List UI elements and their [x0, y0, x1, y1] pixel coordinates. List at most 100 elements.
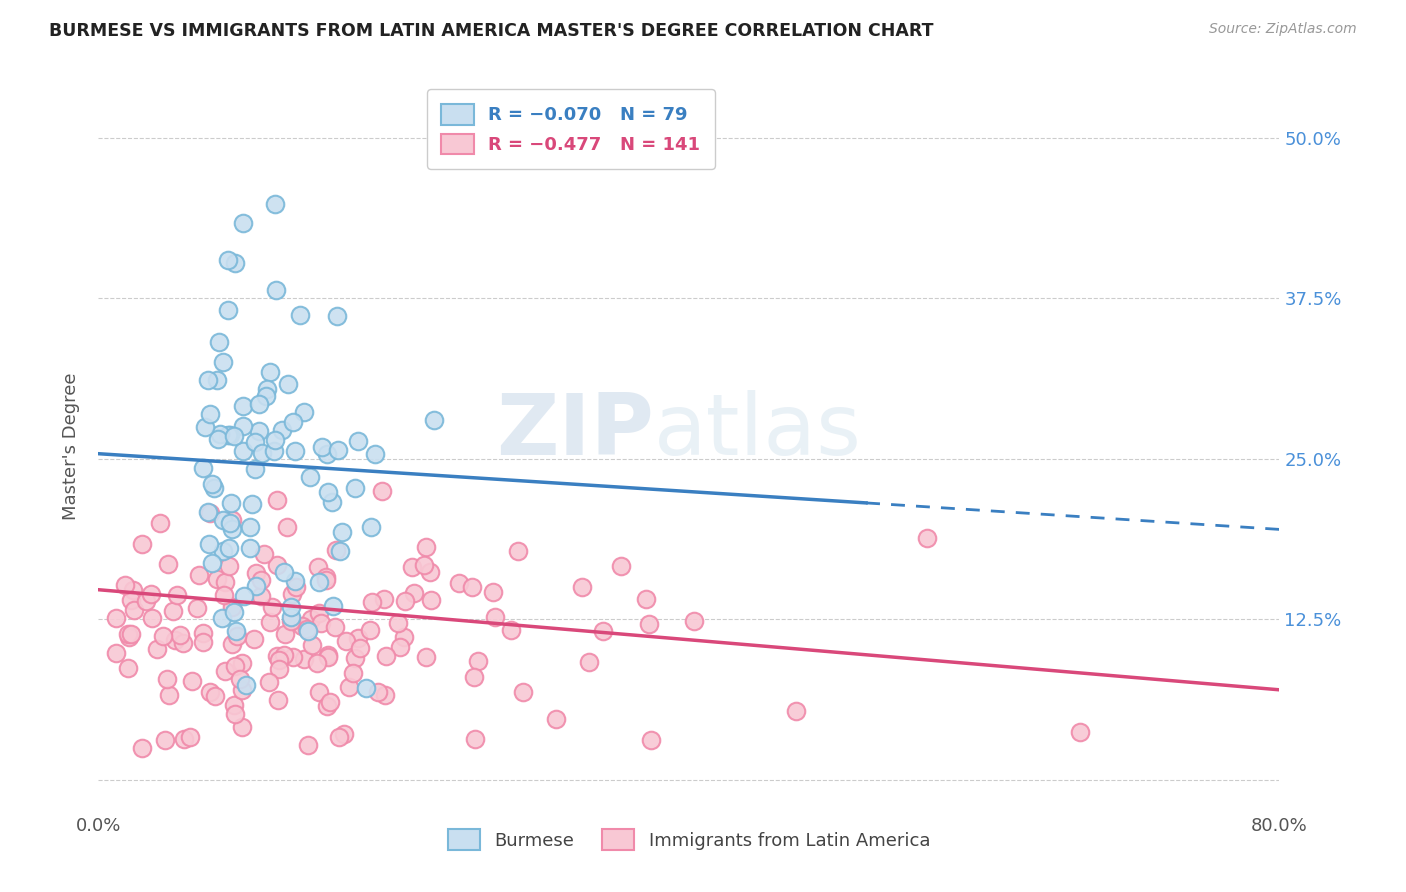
Point	[231, 682, 253, 697]
Point	[247, 396, 270, 410]
Point	[240, 497, 263, 511]
Point	[292, 652, 315, 666]
Point	[214, 665, 236, 679]
Point	[285, 581, 308, 595]
Point	[683, 614, 706, 628]
Point	[254, 389, 277, 403]
Point	[309, 616, 332, 631]
Point	[1069, 725, 1091, 739]
Point	[145, 642, 167, 657]
Point	[121, 582, 143, 597]
Point	[250, 445, 273, 459]
Point	[291, 618, 314, 632]
Point	[243, 434, 266, 449]
Point	[194, 420, 217, 434]
Point	[120, 627, 142, 641]
Point	[415, 540, 437, 554]
Point	[131, 740, 153, 755]
Point	[235, 678, 257, 692]
Point	[198, 536, 221, 550]
Point	[359, 623, 381, 637]
Point	[281, 649, 304, 664]
Point	[308, 575, 330, 590]
Point	[212, 354, 235, 368]
Point	[325, 543, 347, 558]
Point	[343, 481, 366, 495]
Point	[264, 283, 287, 297]
Point	[169, 628, 191, 642]
Point	[207, 432, 229, 446]
Point	[467, 654, 489, 668]
Point	[360, 520, 382, 534]
Point	[332, 727, 354, 741]
Point	[205, 572, 228, 586]
Point	[785, 704, 807, 718]
Point	[141, 611, 163, 625]
Point	[269, 662, 291, 676]
Point	[232, 418, 254, 433]
Point	[292, 405, 315, 419]
Text: ZIP: ZIP	[496, 390, 654, 473]
Text: Source: ZipAtlas.com: Source: ZipAtlas.com	[1209, 22, 1357, 37]
Point	[315, 447, 337, 461]
Point	[266, 558, 288, 573]
Point	[329, 544, 352, 558]
Point	[222, 605, 245, 619]
Point	[205, 374, 228, 388]
Point	[288, 308, 311, 322]
Point	[122, 603, 145, 617]
Point	[197, 373, 219, 387]
Point	[276, 520, 298, 534]
Point	[211, 610, 233, 624]
Point	[281, 587, 304, 601]
Point	[297, 738, 319, 752]
Point	[367, 685, 389, 699]
Point	[224, 659, 246, 673]
Point	[187, 568, 209, 582]
Point	[232, 444, 254, 458]
Point	[330, 524, 353, 539]
Point	[156, 557, 179, 571]
Point	[571, 580, 593, 594]
Point	[280, 615, 302, 629]
Point	[198, 408, 221, 422]
Point	[298, 470, 321, 484]
Point	[163, 632, 186, 647]
Point	[231, 720, 253, 734]
Point	[375, 648, 398, 663]
Point	[277, 377, 299, 392]
Point	[120, 593, 142, 607]
Point	[162, 605, 184, 619]
Point	[259, 615, 281, 629]
Point	[325, 309, 347, 323]
Point	[267, 693, 290, 707]
Point	[349, 640, 371, 655]
Text: atlas: atlas	[654, 390, 862, 473]
Point	[274, 627, 297, 641]
Point	[546, 712, 568, 726]
Point	[219, 496, 242, 510]
Point	[243, 632, 266, 647]
Point	[412, 558, 434, 572]
Point	[198, 685, 221, 699]
Point	[104, 611, 127, 625]
Point	[482, 585, 505, 599]
Point	[392, 630, 415, 644]
Point	[155, 733, 177, 747]
Legend: Burmese, Immigrants from Latin America: Burmese, Immigrants from Latin America	[440, 822, 938, 857]
Point	[245, 578, 267, 592]
Point	[326, 442, 349, 457]
Point	[105, 646, 128, 660]
Point	[222, 428, 245, 442]
Point	[315, 570, 337, 584]
Point	[512, 684, 534, 698]
Point	[217, 303, 239, 318]
Point	[415, 650, 437, 665]
Point	[191, 461, 214, 475]
Point	[461, 581, 484, 595]
Point	[484, 609, 506, 624]
Point	[245, 566, 267, 580]
Point	[229, 672, 252, 686]
Point	[225, 624, 247, 638]
Point	[114, 578, 136, 592]
